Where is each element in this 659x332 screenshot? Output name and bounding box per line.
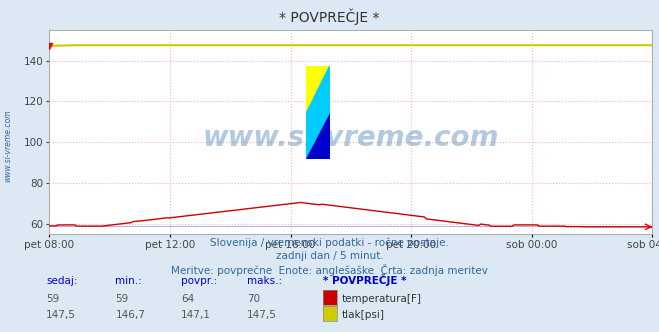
Text: 147,5: 147,5	[46, 310, 76, 320]
Text: www.si-vreme.com: www.si-vreme.com	[203, 124, 499, 152]
Text: min.:: min.:	[115, 276, 142, 286]
Text: povpr.:: povpr.:	[181, 276, 217, 286]
Text: Slovenija / vremenski podatki - ročne postaje.: Slovenija / vremenski podatki - ročne po…	[210, 237, 449, 248]
Polygon shape	[306, 113, 330, 159]
Text: zadnji dan / 5 minut.: zadnji dan / 5 minut.	[275, 251, 384, 261]
Text: tlak[psi]: tlak[psi]	[341, 310, 384, 320]
Polygon shape	[306, 66, 330, 113]
Polygon shape	[306, 66, 330, 159]
Text: 147,5: 147,5	[247, 310, 277, 320]
Text: sedaj:: sedaj:	[46, 276, 78, 286]
Text: * POVPREČJE *: * POVPREČJE *	[279, 8, 380, 25]
Text: 147,1: 147,1	[181, 310, 211, 320]
Text: temperatura[F]: temperatura[F]	[341, 294, 421, 304]
Text: * POVPREČJE *: * POVPREČJE *	[323, 274, 407, 286]
Text: 146,7: 146,7	[115, 310, 145, 320]
Text: 64: 64	[181, 294, 194, 304]
Text: 59: 59	[115, 294, 129, 304]
Text: www.si-vreme.com: www.si-vreme.com	[3, 110, 13, 182]
Text: 59: 59	[46, 294, 59, 304]
Text: maks.:: maks.:	[247, 276, 282, 286]
Text: 70: 70	[247, 294, 260, 304]
Text: Meritve: povprečne  Enote: anglešaške  Črta: zadnja meritev: Meritve: povprečne Enote: anglešaške Črt…	[171, 264, 488, 276]
